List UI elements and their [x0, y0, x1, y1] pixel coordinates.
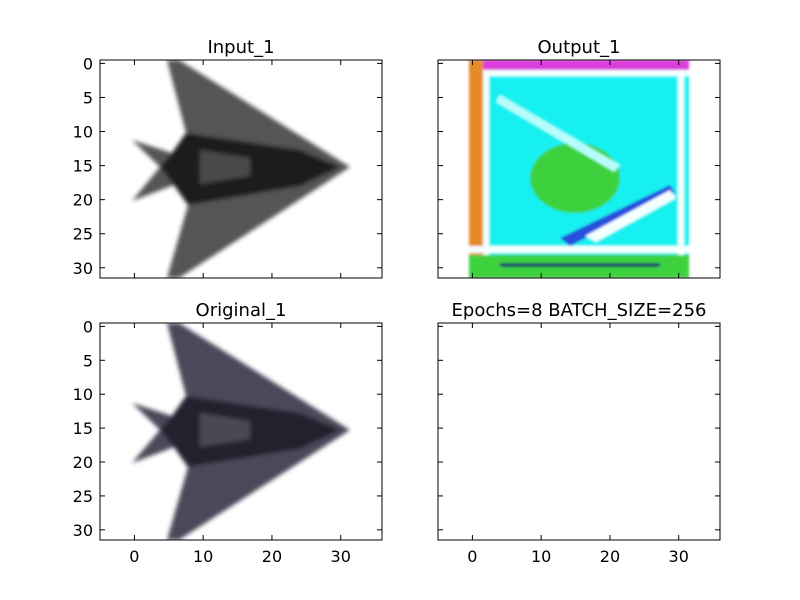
- y-tick-label: 15: [73, 157, 93, 176]
- tick-group: 0 10 20 30: [438, 323, 720, 566]
- subplot-title: Epochs=8 BATCH_SIZE=256: [452, 300, 707, 321]
- tick-group: [438, 60, 720, 278]
- image-input: [132, 60, 350, 278]
- output-left-white-line: [483, 70, 489, 262]
- x-tick-label: 30: [331, 547, 351, 566]
- y-tick-label: 0: [83, 317, 93, 336]
- x-tick-label: 0: [467, 547, 477, 566]
- y-tick-label: 5: [83, 88, 93, 107]
- subplot-title: Original_1: [196, 300, 287, 321]
- y-tick-label: 15: [73, 419, 93, 438]
- subplot-epochs: Epochs=8 BATCH_SIZE=256 0 10 20 30: [437, 300, 721, 566]
- y-tick-label: 10: [73, 385, 93, 404]
- x-tick-label: 0: [129, 547, 139, 566]
- y-tick-label: 5: [83, 351, 93, 370]
- subplot-title: Input_1: [207, 37, 274, 58]
- y-tick-label: 25: [73, 487, 93, 506]
- tick-group: 0 5 10 15 20 25 30: [73, 54, 382, 278]
- image-original: [132, 323, 350, 540]
- aircraft-shape: [200, 413, 250, 447]
- output-top-band: [469, 60, 689, 70]
- x-tick-label: 30: [669, 547, 689, 566]
- output-center-blob: [530, 143, 620, 213]
- output-bottom-white-line: [469, 246, 689, 253]
- image-output: [469, 60, 689, 278]
- x-tick-label: 10: [531, 547, 551, 566]
- output-diagonal-upper: [496, 95, 620, 172]
- y-tick-label: 20: [73, 191, 93, 210]
- x-tick-label: 20: [262, 547, 282, 566]
- y-tick-label: 10: [73, 123, 93, 142]
- x-tick-label: 10: [193, 547, 213, 566]
- subplot-input: Input_1 0 5 10 15 20 25 30: [73, 37, 383, 279]
- y-tick-label: 30: [73, 521, 93, 540]
- output-diagonal-blue: [560, 185, 675, 246]
- subplot-output: Output_1: [437, 37, 721, 279]
- x-tick-label: 20: [600, 547, 620, 566]
- axes-frame: [437, 59, 721, 279]
- aircraft-shape: [200, 150, 250, 184]
- y-tick-label: 20: [73, 453, 93, 472]
- output-top-white-line: [469, 70, 689, 76]
- axes-frame: [99, 59, 383, 279]
- axes-frame: [99, 322, 383, 541]
- tick-group: 0 10 20 30 0 5 10 15 20 25 30: [73, 317, 382, 566]
- axes-frame: [437, 322, 721, 541]
- subplot-title: Output_1: [538, 37, 621, 58]
- output-left-band: [469, 60, 483, 278]
- output-bottom-dark-line: [500, 263, 660, 267]
- subplot-original: Original_1 0 10 20 30 0 5 10 15 20 25 30: [73, 300, 383, 566]
- y-tick-label: 30: [73, 259, 93, 278]
- output-diagonal-white: [585, 190, 676, 242]
- output-right-white-line: [678, 70, 684, 262]
- y-tick-label: 0: [83, 54, 93, 73]
- y-tick-label: 25: [73, 225, 93, 244]
